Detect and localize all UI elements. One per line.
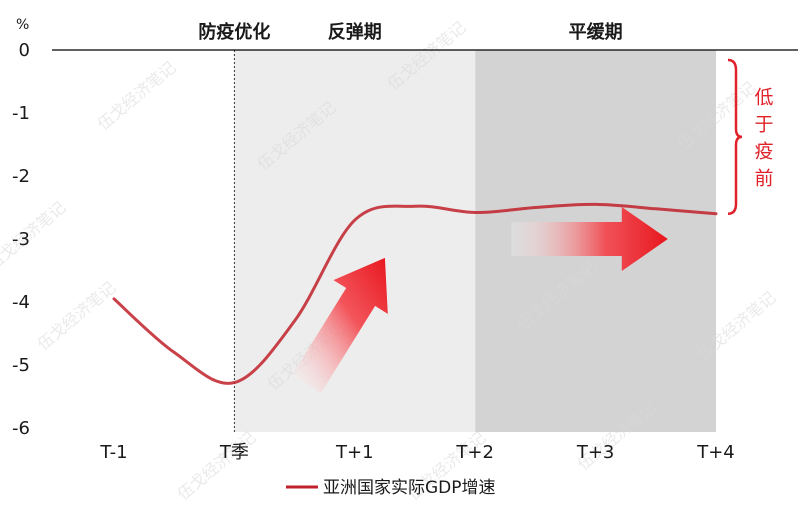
- watermark-6: 伍戈经济笔记: [0, 198, 69, 274]
- phase-label-rebound: 反弹期: [328, 21, 382, 43]
- x-tick-label-1: T季: [219, 442, 249, 463]
- phase-shade-1: [234, 50, 476, 432]
- x-tick-label-0: T-1: [99, 442, 127, 463]
- y-unit-label: %: [16, 17, 29, 33]
- x-tick-label-3: T+2: [455, 442, 494, 463]
- legend-label: 亚洲国家实际GDP增速: [323, 478, 496, 498]
- annotation-char-0: 低: [754, 86, 773, 108]
- x-tick-label-2: T+1: [335, 442, 374, 463]
- y-tick-label-0: 0: [19, 40, 30, 61]
- y-tick-label-1: -1: [12, 103, 30, 124]
- y-tick-label-3: -3: [12, 229, 30, 250]
- y-tick-label-4: -4: [12, 292, 30, 313]
- annotation-char-3: 前: [754, 167, 773, 189]
- annotation-bracket: [727, 58, 743, 216]
- series-line-0: [112, 202, 718, 385]
- y-tick-label-2: -2: [12, 166, 30, 187]
- axes: 0 -1 -2 -3 -4 -5 -6 T-1 T季 T+1 T+2 T+3 T+4: [12, 40, 798, 463]
- trend-arrow-right: [511, 207, 668, 271]
- trend-arrows: [292, 207, 668, 393]
- phase-label-epidemic-optimization: 防疫优化: [198, 21, 270, 43]
- annotation-char-2: 疫: [754, 140, 773, 162]
- x-tick-label-5: T+4: [696, 442, 735, 463]
- phase-label-flat: 平缓期: [569, 21, 623, 43]
- trend-arrow-up-right: [292, 257, 388, 393]
- watermark-3: 伍戈经济笔记: [34, 278, 120, 354]
- y-tick-label-5: -5: [12, 355, 30, 376]
- series-lines: [112, 202, 718, 385]
- y-tick-label-6: -6: [12, 418, 30, 439]
- x-tick-label-4: T+3: [576, 442, 615, 463]
- watermark-0: 伍戈经济笔记: [94, 58, 180, 134]
- watermark-8: 伍戈经济笔记: [174, 428, 260, 504]
- annotation-char-1: 于: [754, 113, 773, 135]
